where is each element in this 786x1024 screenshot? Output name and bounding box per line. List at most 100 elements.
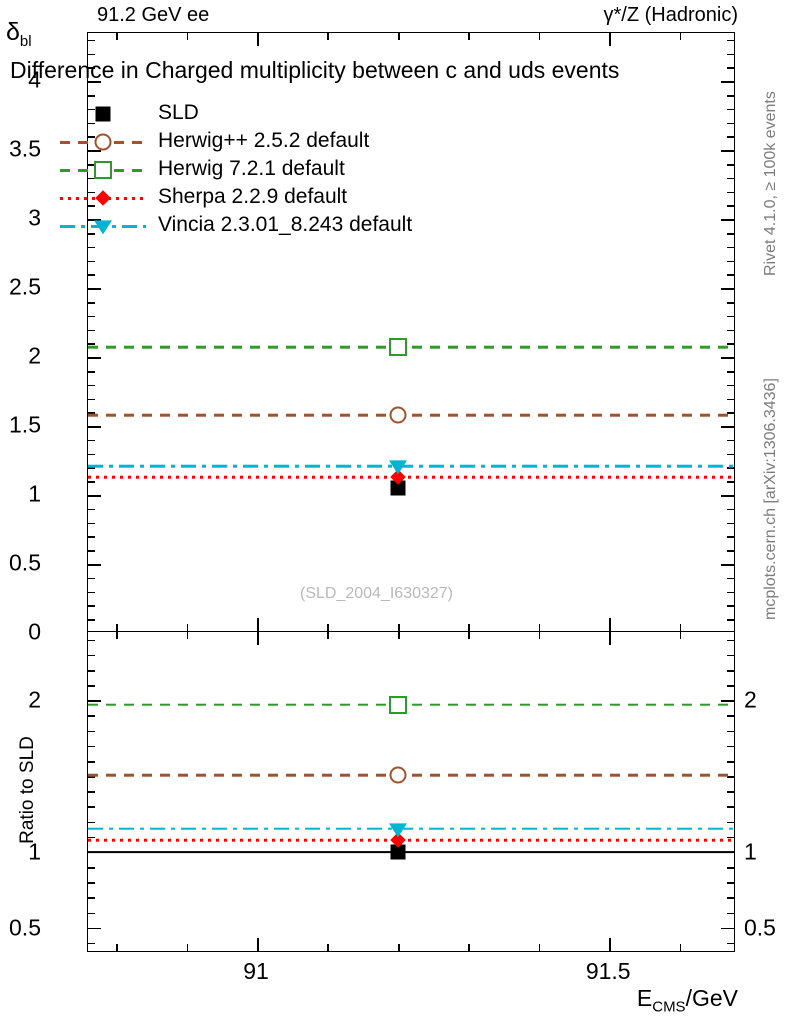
y-tick-minor	[727, 508, 734, 511]
x-tick-minor	[397, 624, 400, 631]
y-axis-tick-label: 1.5	[9, 411, 41, 438]
y-tick-minor	[727, 274, 734, 276]
ratio-y-tick-minor	[88, 760, 95, 763]
y-tick-minor	[727, 453, 734, 456]
y-tick-minor	[727, 619, 734, 621]
ratio-y-tick-minor	[727, 806, 734, 808]
y-tick-major	[88, 357, 101, 359]
ratio-y-tick-minor	[727, 912, 734, 915]
ratio-y-tick-minor	[727, 685, 734, 687]
data-point-1	[389, 406, 407, 424]
y-tick-minor	[88, 495, 95, 497]
legend-key-3	[60, 184, 146, 212]
y-tick-minor	[88, 39, 95, 42]
ratio-y-tick-minor	[88, 730, 95, 733]
y-tick-minor	[727, 343, 734, 345]
series-line-4	[88, 464, 734, 468]
y-tick-minor	[88, 233, 95, 235]
ratio-y-axis-tick-label-right: 1	[744, 838, 757, 865]
ratio-series-line-2	[88, 703, 734, 706]
y-tick-minor	[727, 67, 734, 70]
x-tick-minor	[327, 624, 330, 631]
y-axis-tick-label: 3.5	[9, 135, 41, 162]
y-tick-minor	[727, 439, 734, 442]
ratio-y-tick-minor	[88, 745, 95, 748]
y-axis-tick-label: 4	[28, 66, 41, 93]
ratio-y-tick-minor	[88, 836, 95, 839]
x-tick-major	[257, 33, 259, 46]
y-tick-minor	[727, 108, 734, 111]
analysis-id-watermark: (SLD_2004_I630327)	[300, 585, 454, 602]
ratio-data-point-4	[388, 823, 407, 838]
plot-title: Difference in Charged multiplicity betwe…	[10, 57, 620, 83]
x-tick-major	[257, 618, 259, 631]
x-tick-minor	[468, 624, 470, 631]
ratio-y-tick-minor	[727, 745, 734, 748]
y-tick-minor	[727, 301, 734, 304]
y-tick-minor	[727, 177, 734, 180]
y-tick-major	[721, 564, 734, 566]
y-tick-major	[88, 288, 101, 290]
ratio-x-tick-minor	[468, 632, 470, 639]
y-tick-minor	[88, 67, 95, 70]
ratio-x-tick-minor	[468, 944, 470, 951]
legend-label-3: Sherpa 2.2.9 default	[158, 185, 348, 208]
y-tick-major	[88, 564, 101, 566]
y-tick-minor	[727, 260, 734, 263]
y-tick-minor	[727, 39, 734, 42]
data-point-4	[388, 460, 407, 475]
ratio-x-tick-minor	[679, 944, 682, 951]
x-tick-minor	[397, 33, 400, 40]
series-line-1	[88, 413, 734, 417]
y-tick-minor	[727, 191, 734, 194]
y-axis-title-subscript: bl	[19, 33, 32, 50]
y-tick-minor	[727, 329, 734, 332]
x-tick-minor	[186, 33, 189, 40]
legend-key-0	[60, 100, 146, 128]
y-axis-tick-label: 3	[28, 204, 41, 231]
x-axis-title: ECMS/GeV	[637, 985, 738, 1016]
ratio-x-tick-minor	[538, 632, 541, 639]
y-tick-major	[88, 426, 101, 428]
y-tick-minor	[727, 370, 734, 373]
y-tick-major	[721, 357, 734, 359]
legend-marker-square-filled	[95, 106, 111, 122]
y-tick-minor	[88, 591, 95, 594]
ratio-y-tick-minor	[727, 867, 734, 869]
legend-label-1: Herwig++ 2.5.2 default	[158, 129, 370, 152]
y-tick-minor	[88, 301, 95, 304]
ratio-y-tick-major	[721, 927, 734, 930]
y-tick-minor	[88, 536, 95, 539]
y-tick-major	[721, 219, 734, 221]
y-tick-minor	[88, 412, 95, 414]
y-tick-minor	[88, 177, 95, 180]
ratio-y-tick-minor	[88, 942, 95, 945]
y-tick-minor	[88, 439, 95, 442]
x-tick-minor	[116, 624, 118, 631]
ratio-y-tick-major	[88, 927, 101, 930]
rivet-version-credit: Rivet 4.1.0, ≥ 100k events	[762, 91, 779, 276]
ratio-plot-panel	[87, 632, 735, 952]
ratio-y-axis-tick-label: 0.5	[9, 914, 41, 941]
legend-marker-diamond-filled	[95, 190, 111, 206]
y-tick-minor	[88, 343, 95, 345]
y-tick-minor	[727, 53, 734, 56]
ratio-y-tick-minor	[88, 806, 95, 808]
legend-key-4	[60, 212, 146, 240]
x-tick-minor	[538, 33, 541, 40]
y-tick-minor	[88, 384, 95, 387]
y-tick-minor	[727, 550, 734, 552]
ratio-y-axis-tick-label-right: 0.5	[744, 914, 776, 941]
x-axis-tick-label: 91	[243, 958, 269, 984]
y-tick-minor	[727, 315, 734, 318]
y-tick-minor	[727, 481, 734, 483]
x-axis-title-unit: /GeV	[685, 985, 738, 1011]
y-tick-minor	[88, 260, 95, 263]
y-tick-major	[721, 426, 734, 428]
y-tick-minor	[727, 384, 734, 387]
ratio-y-axis-tick-label: 2	[28, 686, 41, 713]
series-line-3	[88, 475, 734, 479]
legend-marker-circle-open	[94, 133, 112, 151]
y-tick-minor	[88, 108, 95, 111]
ratio-y-tick-minor	[727, 760, 734, 763]
